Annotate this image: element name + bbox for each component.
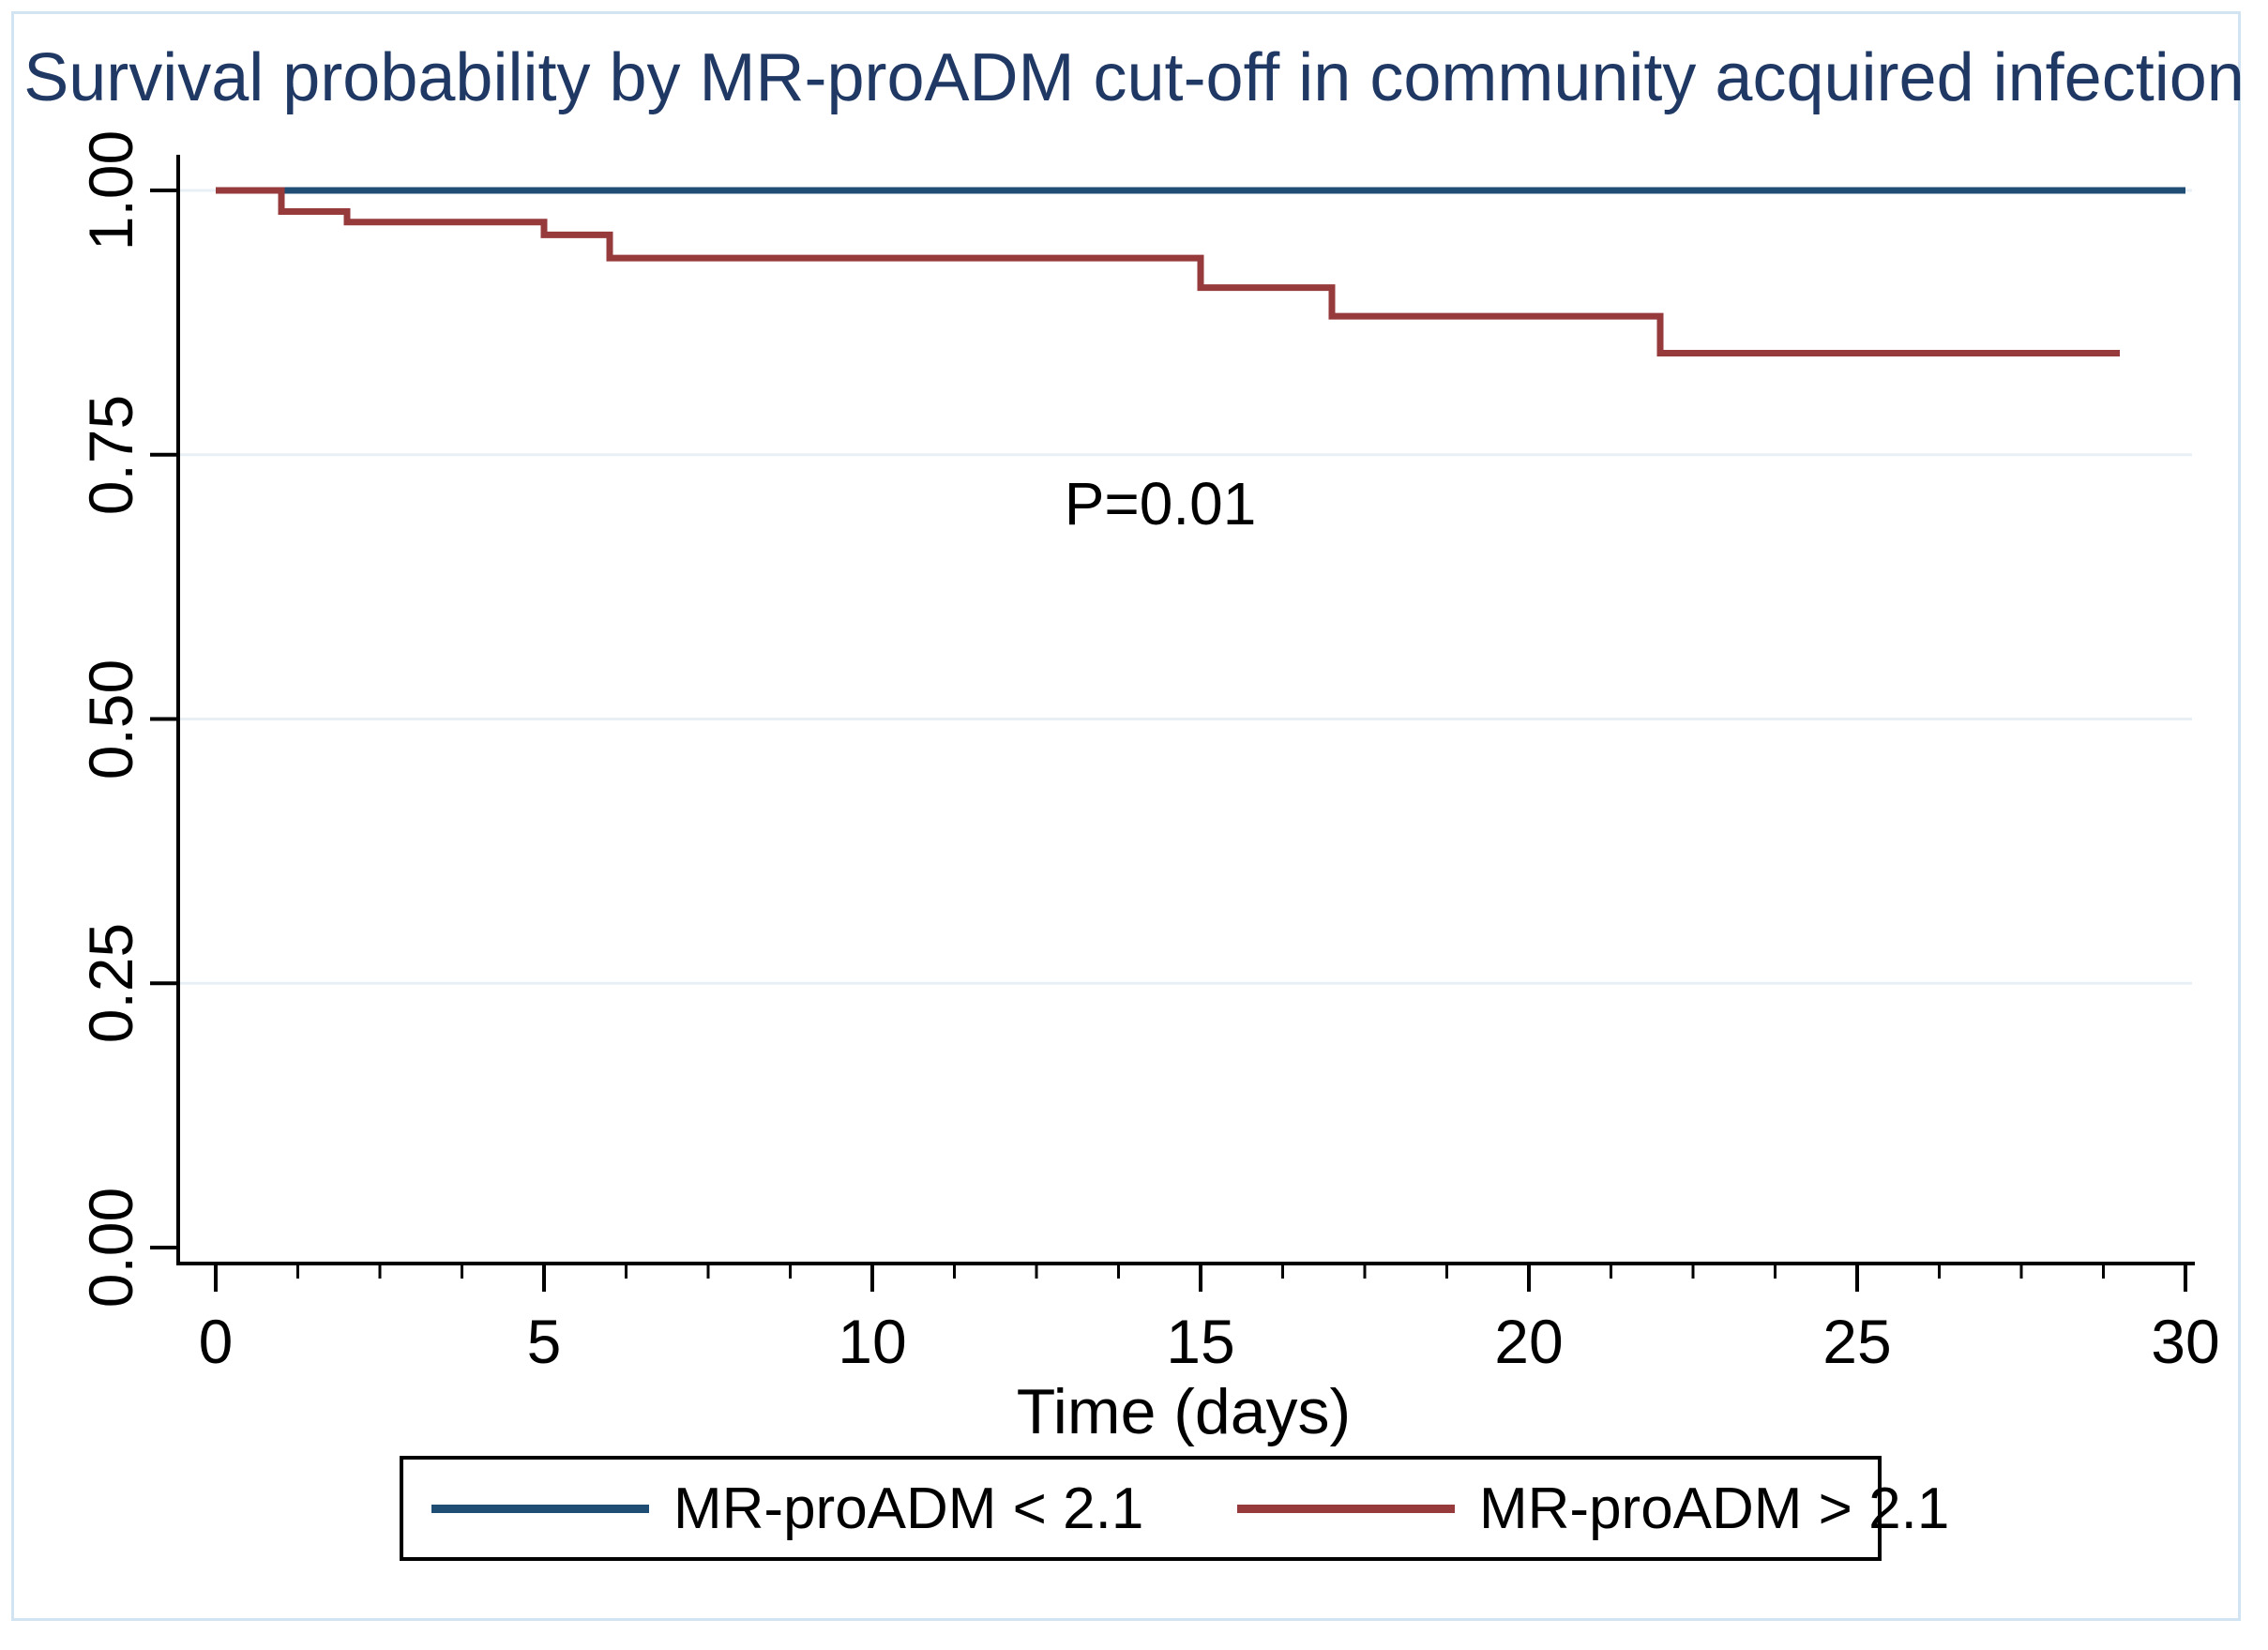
y-tick-label: 0.00 — [76, 1187, 145, 1309]
x-tick-label: 10 — [838, 1307, 907, 1376]
y-tick-label: 0.75 — [76, 394, 145, 515]
legend-box: MR-proADM < 2.1 MR-proADM > 2.1 — [400, 1456, 1949, 1561]
series-line-above-cutoff — [216, 187, 2120, 357]
legend-label-above-cutoff: MR-proADM > 2.1 — [1479, 1476, 1950, 1541]
x-tick-label: 25 — [1822, 1307, 1892, 1376]
legend-entry-above-cutoff: MR-proADM > 2.1 — [1237, 1460, 1949, 1557]
x-axis-title: Time (days) — [1016, 1376, 1352, 1447]
y-tick-label: 1.00 — [76, 129, 145, 251]
x-tick-label: 0 — [198, 1307, 234, 1376]
y-tick-label: 0.25 — [76, 923, 145, 1044]
legend-entry-below-cutoff: MR-proADM < 2.1 — [431, 1460, 1143, 1557]
legend-swatch-navy-line — [431, 1504, 649, 1513]
x-tick-label: 5 — [526, 1307, 562, 1376]
x-tick-label: 15 — [1166, 1307, 1235, 1376]
legend-label-below-cutoff: MR-proADM < 2.1 — [673, 1476, 1144, 1541]
y-tick-label: 0.50 — [76, 658, 145, 780]
x-tick-label: 30 — [2151, 1307, 2220, 1376]
chart-title: Survival probability by MR-proADM cut-of… — [23, 40, 2245, 115]
legend-swatch-maroon-line — [1237, 1504, 1455, 1513]
x-tick-label: 20 — [1494, 1307, 1564, 1376]
p-value-annotation: P=0.01 — [1064, 470, 1257, 537]
